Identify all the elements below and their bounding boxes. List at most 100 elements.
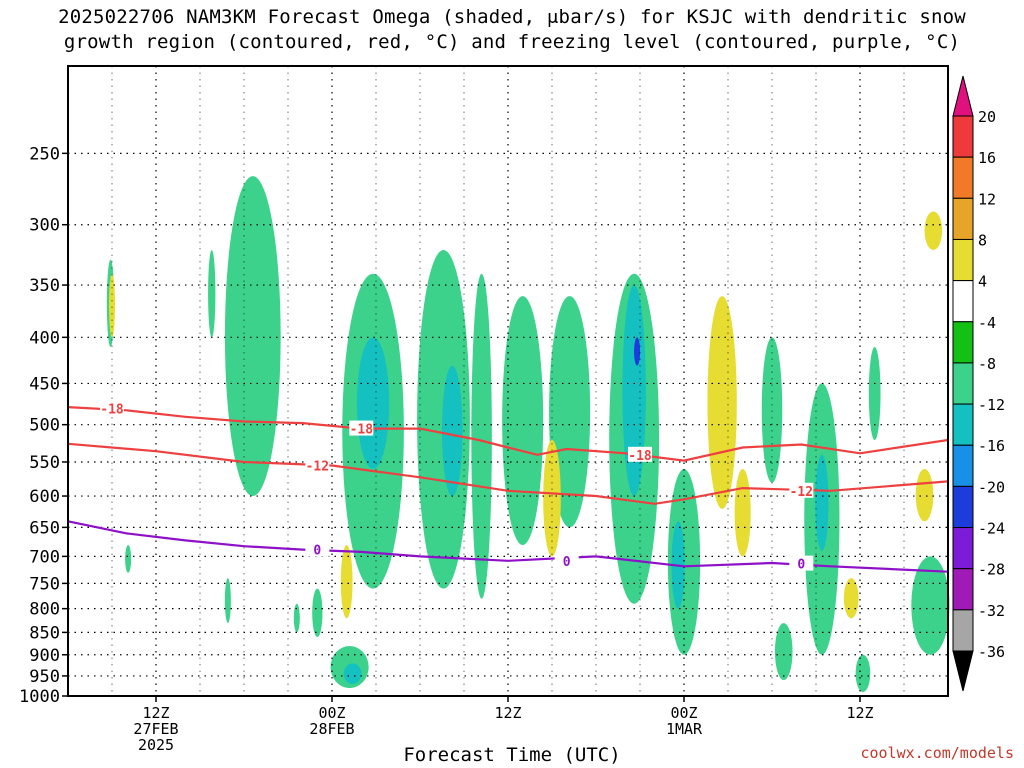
y-tick-label-650: 650: [29, 518, 60, 538]
x-tick-label-42-1: 1MAR: [666, 720, 703, 738]
omega-region-32: [125, 545, 132, 573]
colorbar-label-2: 12: [978, 190, 996, 208]
colorbar: 20 16 12 8 4 -4 -8 -12 -16 -20 -24 -28 -32 -36: [952, 75, 1005, 692]
colorbar-label-3: 8: [978, 231, 987, 249]
colorbar-band-2: [952, 197, 974, 240]
y-tick-label-250: 250: [29, 144, 60, 164]
omega-region-13: [634, 337, 641, 366]
contour-label-4: -12: [790, 485, 813, 500]
contour-label-5: 0: [313, 544, 321, 559]
colorbar-label-9: -20: [978, 478, 1005, 496]
contour-label-bg-5: [305, 541, 330, 557]
colorbar-label-10: -24: [978, 520, 1005, 538]
contour-line-m18-0: [67, 406, 949, 462]
x-tick-label-30-0: 12Z: [494, 704, 521, 722]
y-tick-label-550: 550: [29, 453, 60, 473]
x-tick-label-54-0: 12Z: [846, 704, 873, 722]
y-tick-label-900: 900: [29, 646, 60, 666]
colorbar-band-4: [952, 280, 974, 323]
contour-label-bg-7: [789, 555, 814, 571]
contour-label-bg-2: [628, 446, 652, 462]
y-tick-label-800: 800: [29, 600, 60, 620]
contour-label-3: -12: [306, 460, 329, 475]
colorbar-label-13: -36: [978, 643, 1005, 661]
contour-label-bg-1: [349, 420, 374, 436]
x-tick-label-18-0: 00Z: [318, 704, 345, 722]
colorbar-top-arrow: [952, 75, 974, 117]
x-tick-label-6-2: 2025: [138, 736, 174, 754]
chart-title-line-1: 2025022706 NAM3KM Forecast Omega (shaded…: [58, 6, 966, 28]
x-tick-label-6-1: 27FEB: [133, 720, 178, 738]
x-tick-label-6-0: 12Z: [142, 704, 169, 722]
contour-label-bg-4: [789, 482, 814, 498]
omega-region-7: [442, 365, 463, 497]
contour-label-6: 0: [563, 555, 571, 570]
omega-region-34: [293, 603, 300, 633]
colorbar-band-7: [952, 403, 974, 446]
colorbar-label-8: -16: [978, 437, 1005, 455]
omega-region-25: [734, 469, 751, 557]
y-tick-label-400: 400: [29, 328, 60, 348]
colorbar-label-0: 20: [978, 108, 996, 126]
colorbar-band-5: [952, 321, 974, 364]
grid-layer: [68, 66, 948, 697]
omega-region-33: [224, 578, 231, 624]
x-axis-label: Forecast Time (UTC): [403, 744, 621, 766]
contour-label-7: 0: [797, 558, 805, 573]
omega-region-1: [109, 273, 115, 338]
contour-line-0-2: [67, 520, 949, 573]
contour-layer: -18 -18 -18 -12 -12 0 0 0: [67, 400, 949, 573]
contour-line-m12-1: [67, 442, 949, 505]
y-tick-label-450: 450: [29, 374, 60, 394]
omega-region-8: [471, 273, 492, 599]
contour-label-bg-3: [305, 457, 330, 473]
y-tick-label-600: 600: [29, 487, 60, 507]
contour-label-2: -18: [628, 449, 652, 464]
y-tick-label-850: 850: [29, 623, 60, 643]
y-tick-label-500: 500: [29, 416, 60, 436]
colorbar-label-4: 4: [978, 273, 987, 291]
colorbar-label-5: -4: [978, 314, 996, 332]
omega-region-3: [224, 176, 281, 497]
y-tick-label-950: 950: [29, 667, 60, 687]
omega-region-12: [622, 285, 646, 497]
colorbar-band-9: [952, 485, 974, 529]
contour-label-bg-0: [100, 400, 124, 416]
colorbar-band-10: [952, 527, 974, 570]
omega-region-23: [340, 545, 353, 619]
y-tick-label-700: 700: [29, 547, 60, 567]
y-tick-label-750: 750: [29, 574, 60, 594]
omega-region-21: [924, 211, 943, 250]
colorbar-label-6: -8: [978, 355, 996, 373]
axes-layer: 250 300 350 400 450 500 550 600 650 700 750 800 850 9…: [19, 65, 949, 754]
colorbar-band-1: [952, 156, 974, 199]
omega-region-35: [312, 588, 323, 637]
colorbar-bottom-arrow: [952, 650, 974, 692]
x-tick-label-18-1: 28FEB: [309, 720, 354, 738]
omega-region-19: [815, 454, 829, 551]
y-tick-label-1000: 1000: [19, 687, 60, 707]
omega-region-28: [343, 663, 362, 685]
colorbar-label-11: -28: [978, 561, 1005, 579]
omega-region-16: [707, 296, 737, 509]
omega-region-5: [356, 337, 390, 470]
site-credit: coolwx.com/models: [860, 744, 1014, 762]
colorbar-band-12: [952, 609, 974, 652]
y-tick-label-350: 350: [29, 276, 60, 296]
omega-region-26: [843, 578, 859, 619]
contour-label-0: -18: [100, 403, 124, 418]
contour-label-1: -18: [350, 423, 374, 438]
contour-label-bg-6: [554, 552, 579, 568]
omega-region-29: [911, 556, 950, 655]
colorbar-label-12: -32: [978, 602, 1005, 620]
colorbar-label-7: -12: [978, 396, 1005, 414]
omega-region-2: [208, 249, 216, 338]
omega-region-9: [502, 296, 544, 546]
omega-region-31: [855, 654, 871, 693]
omega-region-30: [774, 623, 793, 681]
omega-shading-layer: [68, 66, 950, 696]
y-tick-label-300: 300: [29, 216, 60, 236]
chart-title-line-2: growth region (contoured, red, °C) and f…: [63, 31, 961, 53]
colorbar-band-3: [952, 238, 974, 282]
